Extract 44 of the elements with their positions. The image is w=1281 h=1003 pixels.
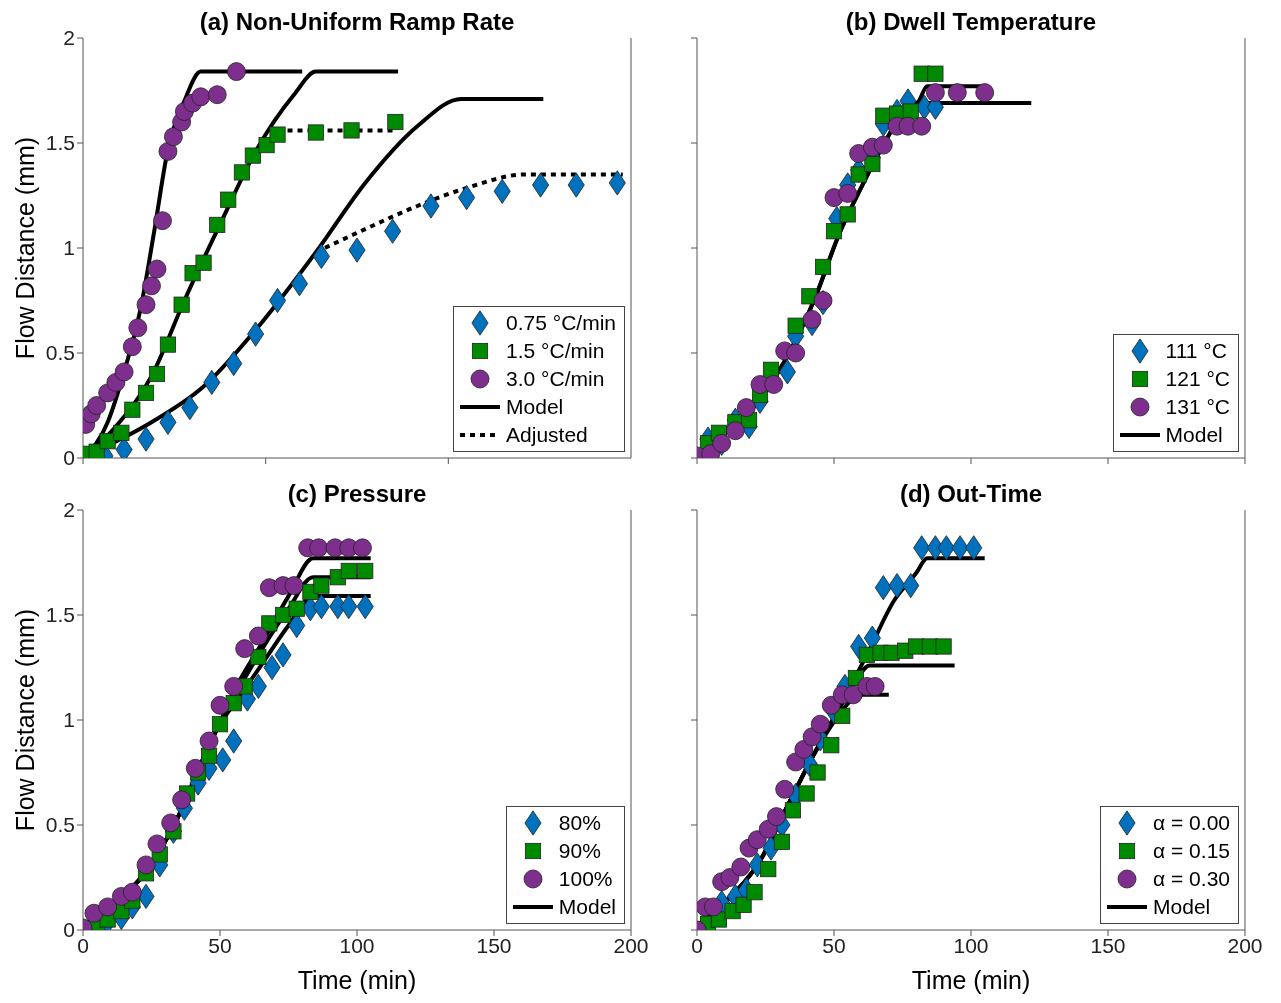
chart-title: (b) Dwell Temperature — [844, 8, 1098, 36]
legend-label: Model — [506, 395, 564, 419]
y-tick-label: 0 — [63, 446, 75, 470]
x-tick-label: 100 — [339, 933, 375, 957]
chart-title: (d) Out-Time — [898, 480, 1044, 508]
y-tick-label: 1 — [63, 236, 75, 260]
legend-label: Model — [1153, 895, 1211, 919]
y-tick-label: 2 — [63, 498, 75, 522]
x-tick-label: 50 — [822, 933, 846, 957]
y-tick-label: 1.5 — [45, 131, 75, 155]
chart-title: (c) Pressure — [286, 480, 428, 508]
y-axis-title: Flow Distance (mm) — [10, 135, 40, 362]
x-tick-label: 200 — [1227, 933, 1263, 957]
legend-label: 111 °C — [1165, 339, 1227, 363]
legend-label: Model — [1165, 423, 1223, 447]
x-axis-title: Time (min) — [296, 966, 418, 995]
y-tick-label: 0.5 — [45, 341, 75, 365]
legend-label: Adjusted — [506, 423, 588, 447]
x-tick-label: 200 — [613, 933, 649, 957]
x-tick-label: 0 — [691, 933, 703, 957]
x-tick-label: 50 — [208, 933, 232, 957]
legend-label: 0.75 °C/min — [506, 311, 616, 335]
legend-label: 90% — [558, 839, 601, 863]
legend-label: 131 °C — [1165, 395, 1230, 419]
x-tick-label: 150 — [1090, 933, 1126, 957]
y-axis-title: Flow Distance (mm) — [10, 607, 40, 834]
x-tick-label: 150 — [476, 933, 512, 957]
chart-title: (a) Non-Uniform Ramp Rate — [198, 8, 516, 36]
legend-label: Model — [558, 895, 616, 919]
y-tick-label: 2 — [63, 26, 75, 50]
legend-label: 1.5 °C/min — [506, 339, 605, 363]
x-tick-label: 100 — [953, 933, 989, 957]
y-tick-label: 1 — [63, 708, 75, 732]
y-tick-label: 0.5 — [45, 813, 75, 837]
y-tick-label: 1.5 — [45, 603, 75, 627]
legend-label: α = 0.15 — [1153, 839, 1230, 863]
y-tick-label: 0 — [63, 918, 75, 942]
legend-label: α = 0.30 — [1153, 867, 1230, 891]
legend-label: 121 °C — [1165, 367, 1230, 391]
x-axis-title: Time (min) — [910, 966, 1032, 995]
legend-label: 80% — [558, 811, 601, 835]
legend-label: α = 0.00 — [1153, 811, 1230, 835]
legend-label: 3.0 °C/min — [506, 367, 605, 391]
legend-label: 100% — [558, 867, 613, 891]
